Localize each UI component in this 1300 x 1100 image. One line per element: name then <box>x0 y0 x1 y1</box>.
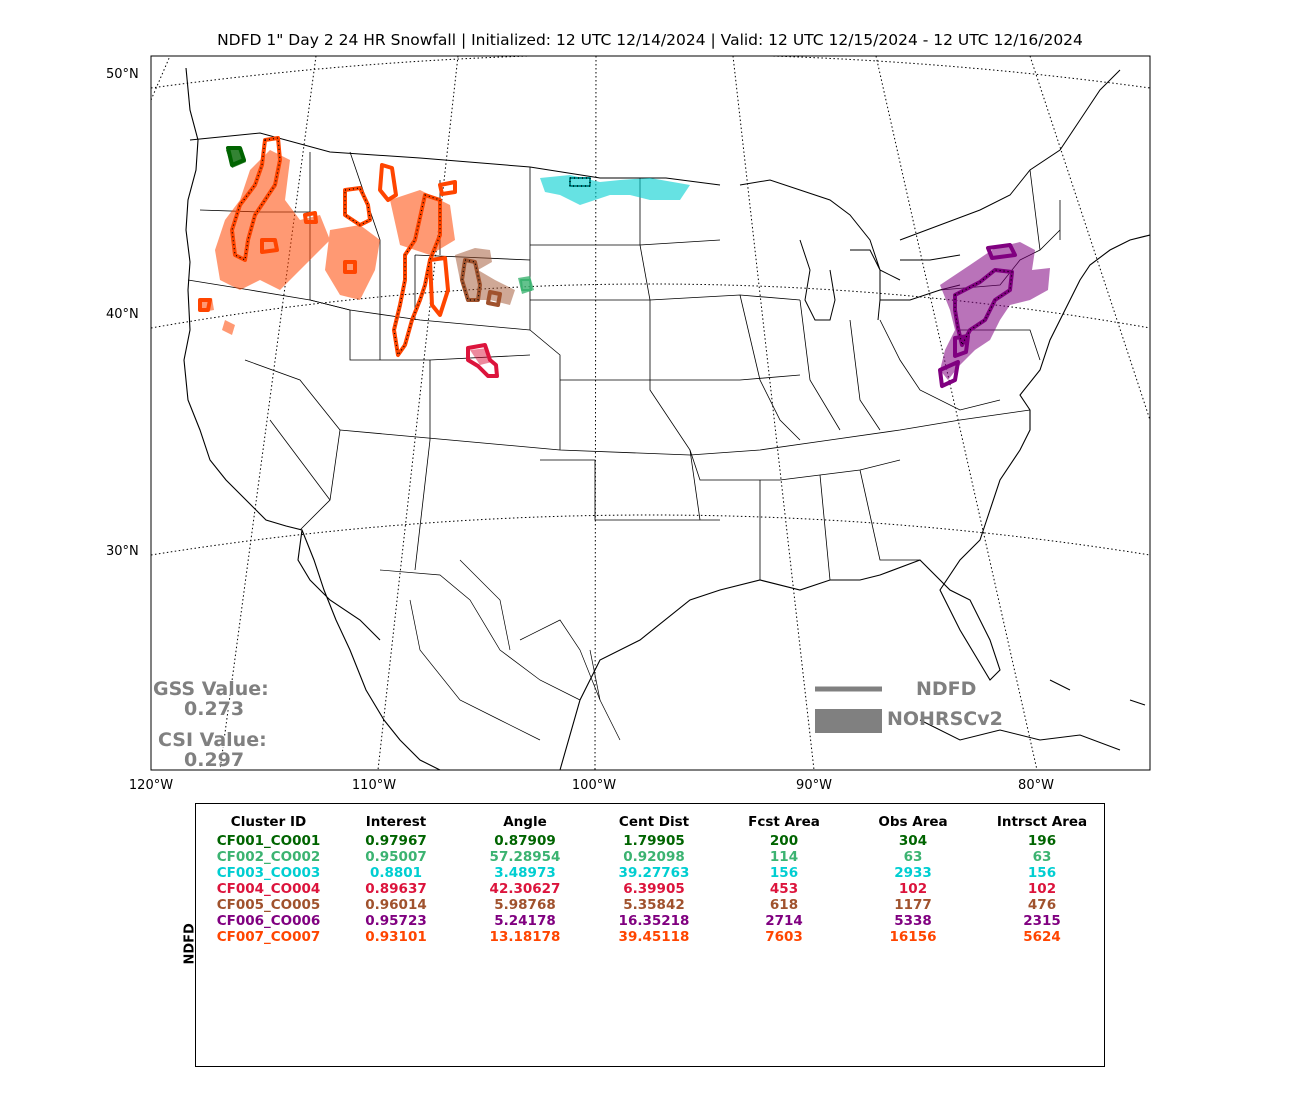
legend-fill-label: NOHRSCv2 <box>887 708 1003 730</box>
table-cell: 63 <box>903 849 923 865</box>
gss-label: GSS Value: <box>153 678 269 700</box>
snowfall-map <box>150 55 1151 771</box>
great-lakes <box>739 179 961 321</box>
table-cell: 114 <box>769 849 799 865</box>
lon-label-90: 90°W <box>796 778 832 793</box>
lon-label-120: 120°W <box>128 778 174 793</box>
table-row: CF003_CO003 0.8801 3.48973 39.27763 156 2933 1… <box>216 865 1097 881</box>
lat-label-40: 40°N <box>106 307 139 322</box>
table-cell: CF006_CO006 <box>216 913 321 929</box>
col-header-fcst-area: Fcst Area <box>748 814 820 830</box>
cluster-table-panel: Cluster ID Interest Angle Cent Dist Fcst… <box>195 803 1105 1067</box>
gss-value: 0.273 <box>184 698 245 720</box>
table-cell: 5.24178 <box>494 913 556 929</box>
table-cell: 63 <box>1032 849 1052 865</box>
table-cell: 5338 <box>894 913 932 929</box>
lat-label-30: 30°N <box>106 544 139 559</box>
table-cell: CF001_CO001 <box>216 833 321 849</box>
table-cell: 2315 <box>1023 913 1061 929</box>
table-cell: 2714 <box>765 913 803 929</box>
table-cell: 57.28954 <box>489 849 561 865</box>
table-cell: 16.35218 <box>618 913 690 929</box>
table-row: CF001_CO001 0.97967 0.87909 1.79905 200 304 19… <box>216 833 1097 849</box>
lon-label-110: 110°W <box>351 778 397 793</box>
lon-label-100: 100°W <box>571 778 617 793</box>
table-cell: 16156 <box>889 929 937 945</box>
table-cell: CF005_CO005 <box>216 897 321 913</box>
table-cell: 5624 <box>1023 929 1061 945</box>
legend-line-label: NDFD <box>916 678 977 700</box>
table-cell: 102 <box>898 881 928 897</box>
table-cell: 3.48973 <box>494 865 556 881</box>
table-cell: 102 <box>1027 881 1057 897</box>
table-cell: 39.45118 <box>618 929 690 945</box>
lat-label-50: 50°N <box>106 67 139 82</box>
table-cell: 0.92098 <box>623 849 685 865</box>
table-row: CF002_CO002 0.95007 57.28954 0.92098 114 63 63 <box>216 849 1097 865</box>
table-cell: 39.27763 <box>618 865 690 881</box>
legend-fill-swatch <box>815 709 882 733</box>
map-frame <box>150 55 1151 771</box>
col-header-interest: Interest <box>365 814 427 830</box>
col-header-cent-dist: Cent Dist <box>618 814 690 830</box>
table-cell: CF007_CO007 <box>216 929 321 945</box>
cluster-table: Cluster ID Interest Angle Cent Dist Fcst… <box>216 814 1097 945</box>
table-cell: CF002_CO002 <box>216 849 321 865</box>
col-header-cluster-id: Cluster ID <box>230 814 307 830</box>
table-cell: 0.8801 <box>369 865 423 881</box>
col-header-angle: Angle <box>503 814 547 830</box>
col-header-intrsct-area: Intrsct Area <box>996 814 1088 830</box>
table-cell: 2933 <box>894 865 932 881</box>
map-title: NDFD 1" Day 2 24 HR Snowfall | Initializ… <box>217 31 1083 49</box>
table-row: CF007_CO007 0.93101 13.18178 39.45118 7603 16… <box>216 929 1097 945</box>
table-cell: 200 <box>769 833 799 849</box>
table-cell: 304 <box>898 833 928 849</box>
table-cell: 0.95723 <box>365 913 427 929</box>
table-cell: 42.30627 <box>489 881 561 897</box>
table-cell: CF003_CO003 <box>216 865 321 881</box>
csi-value: 0.297 <box>184 749 245 771</box>
table-cell: 0.95007 <box>365 849 427 865</box>
table-cell: 0.93101 <box>365 929 427 945</box>
table-cell: 196 <box>1027 833 1057 849</box>
table-cell: 0.96014 <box>365 897 427 913</box>
table-cell: 156 <box>769 865 799 881</box>
col-header-obs-area: Obs Area <box>878 814 948 830</box>
table-cell: 0.89637 <box>365 881 427 897</box>
table-cell: 5.98768 <box>494 897 556 913</box>
table-cell: 1177 <box>894 897 932 913</box>
table-cell: 453 <box>769 881 799 897</box>
table-cell: 5.35842 <box>623 897 685 913</box>
table-row: CF004_CO004 0.89637 42.30627 6.39905 453 102 1… <box>216 881 1097 897</box>
table-cell: 618 <box>769 897 799 913</box>
table-cell: 476 <box>1027 897 1057 913</box>
table-cell: 156 <box>1027 865 1057 881</box>
table-cell: 0.87909 <box>494 833 556 849</box>
table-header-row: Cluster ID Interest Angle Cent Dist Fcst… <box>216 814 1097 833</box>
table-row: CF006_CO006 0.95723 5.24178 16.35218 2714 533… <box>216 913 1097 929</box>
lon-label-80: 80°W <box>1018 778 1054 793</box>
table-cell: 6.39905 <box>623 881 685 897</box>
table-cell: CF004_CO004 <box>216 881 321 897</box>
table-row: CF005_CO005 0.96014 5.98768 5.35842 618 1177 4… <box>216 897 1097 913</box>
table-cell: 7603 <box>765 929 803 945</box>
csi-label: CSI Value: <box>158 729 267 751</box>
table-cell: 0.97967 <box>365 833 427 849</box>
obs-cf003 <box>540 175 690 205</box>
table-cell: 13.18178 <box>489 929 561 945</box>
coastline <box>183 67 1150 770</box>
table-cell: 1.79905 <box>623 833 685 849</box>
